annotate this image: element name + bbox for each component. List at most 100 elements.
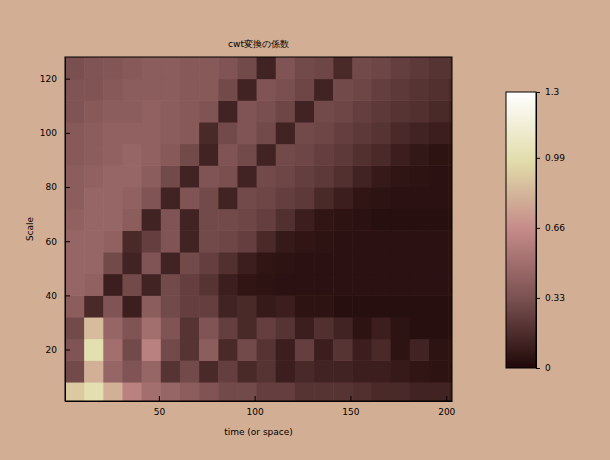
heatmap-cell bbox=[352, 295, 372, 317]
tick-label: 1.3 bbox=[545, 87, 559, 97]
heatmap-cell bbox=[295, 230, 315, 252]
heatmap-cell bbox=[276, 230, 296, 252]
heatmap-cell bbox=[410, 382, 430, 401]
heatmap-cell bbox=[180, 57, 200, 79]
heatmap-cell bbox=[372, 230, 392, 252]
heatmap-cell bbox=[84, 57, 104, 79]
heatmap-cell bbox=[84, 252, 104, 274]
heatmap-cell bbox=[410, 209, 430, 231]
heatmap-cell bbox=[257, 144, 277, 166]
heatmap-cell bbox=[103, 360, 123, 382]
heatmap-cell bbox=[429, 79, 449, 101]
heatmap-cell bbox=[391, 295, 411, 317]
heatmap-cell bbox=[429, 317, 449, 339]
heatmap-cell bbox=[410, 230, 430, 252]
heatmap-cell bbox=[391, 165, 411, 187]
heatmap-cell bbox=[391, 274, 411, 296]
heatmap-cell bbox=[391, 187, 411, 209]
heatmap-cell bbox=[122, 144, 142, 166]
heatmap-cell bbox=[237, 230, 257, 252]
heatmap-cell bbox=[410, 122, 430, 144]
heatmap-cell bbox=[391, 122, 411, 144]
heatmap-cell bbox=[65, 100, 85, 122]
heatmap-cell bbox=[180, 339, 200, 361]
tick-label: 40 bbox=[46, 291, 58, 301]
heatmap-cell bbox=[84, 209, 104, 231]
heatmap-cell bbox=[276, 79, 296, 101]
heatmap-cell bbox=[333, 57, 353, 79]
heatmap-cell bbox=[218, 144, 238, 166]
tick-mark bbox=[65, 187, 70, 188]
heatmap-cell bbox=[372, 165, 392, 187]
heatmap-cell bbox=[295, 57, 315, 79]
heatmap-cell bbox=[333, 165, 353, 187]
heatmap-cell bbox=[448, 122, 452, 144]
heatmap-cell bbox=[429, 57, 449, 79]
heatmap-cell bbox=[333, 317, 353, 339]
tick-mark bbox=[536, 92, 540, 93]
heatmap-cell bbox=[295, 144, 315, 166]
heatmap-cell bbox=[237, 295, 257, 317]
heatmap-cell bbox=[84, 274, 104, 296]
heatmap-cell bbox=[122, 252, 142, 274]
heatmap-cell bbox=[333, 252, 353, 274]
heatmap-cell bbox=[352, 274, 372, 296]
heatmap-cell bbox=[237, 209, 257, 231]
heatmap-cell bbox=[276, 144, 296, 166]
heatmap-cell bbox=[314, 122, 334, 144]
heatmap-cell bbox=[237, 144, 257, 166]
axis-line bbox=[66, 401, 453, 402]
heatmap-cell bbox=[257, 100, 277, 122]
heatmap-cell bbox=[218, 317, 238, 339]
heatmap-cell bbox=[180, 165, 200, 187]
heatmap-cell bbox=[391, 100, 411, 122]
heatmap-cell bbox=[448, 382, 452, 401]
heatmap-cell bbox=[199, 295, 219, 317]
heatmap-cell bbox=[161, 252, 181, 274]
heatmap-cell bbox=[372, 339, 392, 361]
tick-label: 0.99 bbox=[545, 153, 565, 163]
tick-label: 50 bbox=[154, 407, 166, 417]
heatmap-cell bbox=[103, 79, 123, 101]
heatmap-cell bbox=[429, 339, 449, 361]
heatmap-cell bbox=[429, 360, 449, 382]
heatmap-cell bbox=[410, 79, 430, 101]
tick-mark bbox=[65, 79, 70, 80]
heatmap-cell bbox=[237, 165, 257, 187]
heatmap-cell bbox=[84, 187, 104, 209]
heatmap-cell bbox=[410, 360, 430, 382]
heatmap-cell bbox=[257, 165, 277, 187]
heatmap-cell bbox=[333, 230, 353, 252]
heatmap-cell bbox=[448, 79, 452, 101]
heatmap-cell bbox=[352, 57, 372, 79]
colorbar bbox=[506, 92, 536, 368]
heatmap-cell bbox=[142, 209, 162, 231]
heatmap-cell bbox=[448, 144, 452, 166]
heatmap-cell bbox=[295, 382, 315, 401]
heatmap-cell bbox=[314, 360, 334, 382]
heatmap-cell bbox=[333, 79, 353, 101]
heatmap-cell bbox=[180, 122, 200, 144]
heatmap-cell bbox=[448, 165, 452, 187]
heatmap-cell bbox=[410, 144, 430, 166]
heatmap-cell bbox=[142, 295, 162, 317]
heatmap-cell bbox=[410, 317, 430, 339]
heatmap-cell bbox=[218, 209, 238, 231]
tick-mark bbox=[536, 158, 540, 159]
heatmap-cell bbox=[391, 360, 411, 382]
heatmap-cell bbox=[352, 209, 372, 231]
tick: 50 bbox=[154, 396, 166, 417]
tick-label: 200 bbox=[438, 407, 455, 417]
heatmap-cell bbox=[257, 122, 277, 144]
heatmap-cell bbox=[122, 274, 142, 296]
chart-title: cwt変換の係数 bbox=[228, 39, 289, 49]
heatmap-cell bbox=[410, 252, 430, 274]
tick-label: 120 bbox=[40, 74, 57, 84]
heatmap-cell bbox=[84, 79, 104, 101]
heatmap-cell bbox=[295, 360, 315, 382]
heatmap-cell bbox=[352, 230, 372, 252]
chart: 5010015020020406080100120cwt変換の係数time (o… bbox=[0, 0, 610, 460]
heatmap-cell bbox=[103, 165, 123, 187]
heatmap-cell bbox=[180, 360, 200, 382]
tick: 1.3 bbox=[536, 87, 559, 97]
